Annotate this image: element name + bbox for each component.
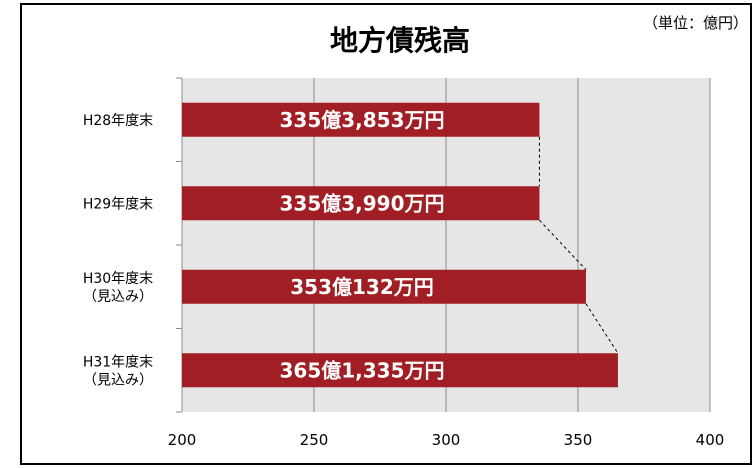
data-label: 365億1,335万円 xyxy=(279,358,444,382)
x-tick-label: 250 xyxy=(300,431,329,449)
bars xyxy=(182,102,618,388)
category-label: （見込み） xyxy=(83,289,153,305)
category-labels: H28年度末 H29年度末 H30年度末 （見込み） H31年度末 （見込み） xyxy=(83,113,153,389)
data-label: 353億132万円 xyxy=(290,275,434,299)
connector-line xyxy=(585,303,619,354)
chart-title: 地方債残高 xyxy=(330,24,470,57)
x-tick-label: 350 xyxy=(564,431,593,449)
category-label: H31年度末 xyxy=(83,354,153,370)
data-labels: 335億3,853万円 335億3,990万円 353億132万円 365億1,335… xyxy=(279,108,444,383)
bar xyxy=(182,269,586,304)
category-label: H29年度末 xyxy=(83,196,153,212)
category-label: （見込み） xyxy=(83,372,153,388)
category-label: H30年度末 xyxy=(83,271,153,287)
bar-connectors xyxy=(538,136,619,354)
unit-note: （単位：億円） xyxy=(643,14,748,32)
bar xyxy=(182,353,618,388)
x-tick-label: 400 xyxy=(696,431,725,449)
data-label: 335億3,990万円 xyxy=(279,191,444,215)
category-label: H28年度末 xyxy=(83,113,153,129)
x-tick-labels: 200 250 300 350 400 xyxy=(168,431,725,449)
bar xyxy=(182,186,540,221)
x-tick-label: 300 xyxy=(432,431,461,449)
data-label: 335億3,853万円 xyxy=(279,108,444,132)
bar xyxy=(182,102,540,137)
connector-line xyxy=(539,219,587,271)
x-tick-label: 200 xyxy=(168,431,197,449)
